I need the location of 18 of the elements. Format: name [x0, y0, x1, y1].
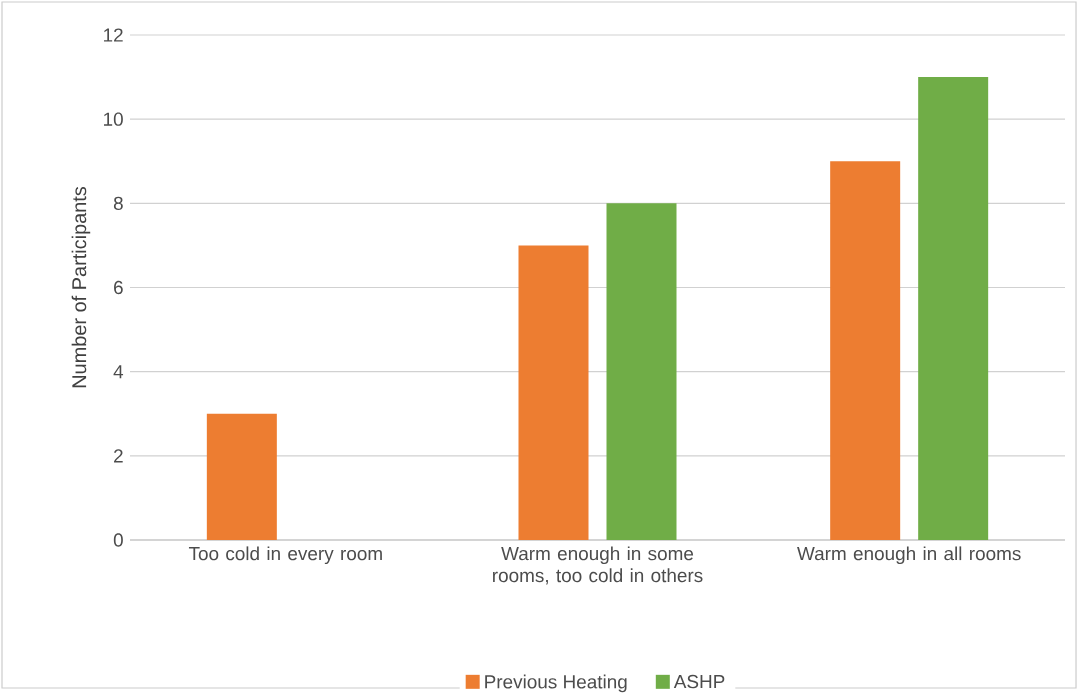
bar [606, 203, 677, 541]
y-tick-label: 2 [114, 449, 123, 463]
y-tick-label: 0 [113, 533, 123, 547]
legend-label: ASHP [673, 674, 725, 689]
legend-label: Previous Heating [485, 674, 627, 693]
x-tick-label: Warm enough in some rooms, too cold in others [493, 546, 703, 585]
y-tick-label: 6 [114, 280, 123, 295]
x-tick-label: Too cold in every room [188, 546, 382, 565]
y-tick-label: 12 [104, 28, 123, 42]
bar [830, 161, 901, 541]
y-tick-label: 4 [113, 365, 124, 379]
bar [518, 245, 589, 541]
x-tick-label: Warm enough in all rooms [797, 546, 1021, 565]
bar [918, 77, 989, 541]
y-tick-label: 10 [104, 112, 123, 126]
y-tick-label: 8 [113, 196, 123, 211]
bar [206, 413, 277, 541]
y-axis-title: Number of Participants [71, 186, 91, 388]
